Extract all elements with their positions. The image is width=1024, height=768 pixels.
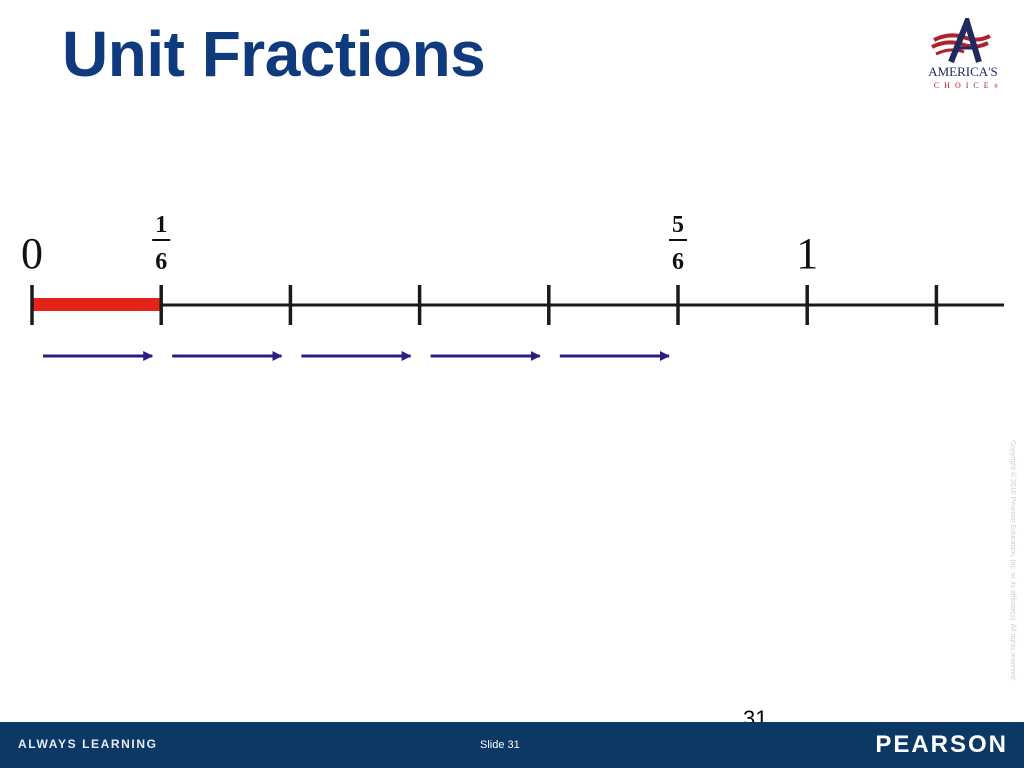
number-line-label: 0	[21, 229, 43, 278]
number-line-label: 1	[796, 229, 818, 278]
slide-title: Unit Fractions	[62, 18, 486, 90]
fraction-numerator: 5	[672, 212, 684, 238]
logo-registered-mark: ®	[993, 84, 999, 90]
number-line-diagram: 0 1 6 5 6 1	[21, 212, 1004, 361]
americas-choice-logo: AMERICA'S CHOICE®	[918, 18, 1008, 96]
footer-bar: ALWAYS LEARNING Slide 31 PEARSON	[0, 722, 1024, 768]
unit-fraction-highlight	[33, 298, 161, 311]
americas-choice-logo-mark	[931, 18, 991, 64]
logo-name: AMERICA'S	[928, 64, 998, 79]
logo-subtitle: CHOICE®	[922, 81, 1010, 90]
pearson-logo: PEARSON	[875, 731, 1008, 758]
fraction-numerator: 1	[155, 212, 167, 238]
copyright-notice: Copyright © 2010 Pearson Education, Inc.…	[1009, 440, 1016, 682]
fraction-denominator: 6	[155, 249, 167, 275]
logo-sub-text: CHOICE	[933, 81, 994, 90]
fraction-denominator: 6	[672, 249, 684, 275]
footer-tagline: ALWAYS LEARNING	[18, 737, 158, 751]
footer-slide-label: Slide 31	[480, 739, 520, 751]
